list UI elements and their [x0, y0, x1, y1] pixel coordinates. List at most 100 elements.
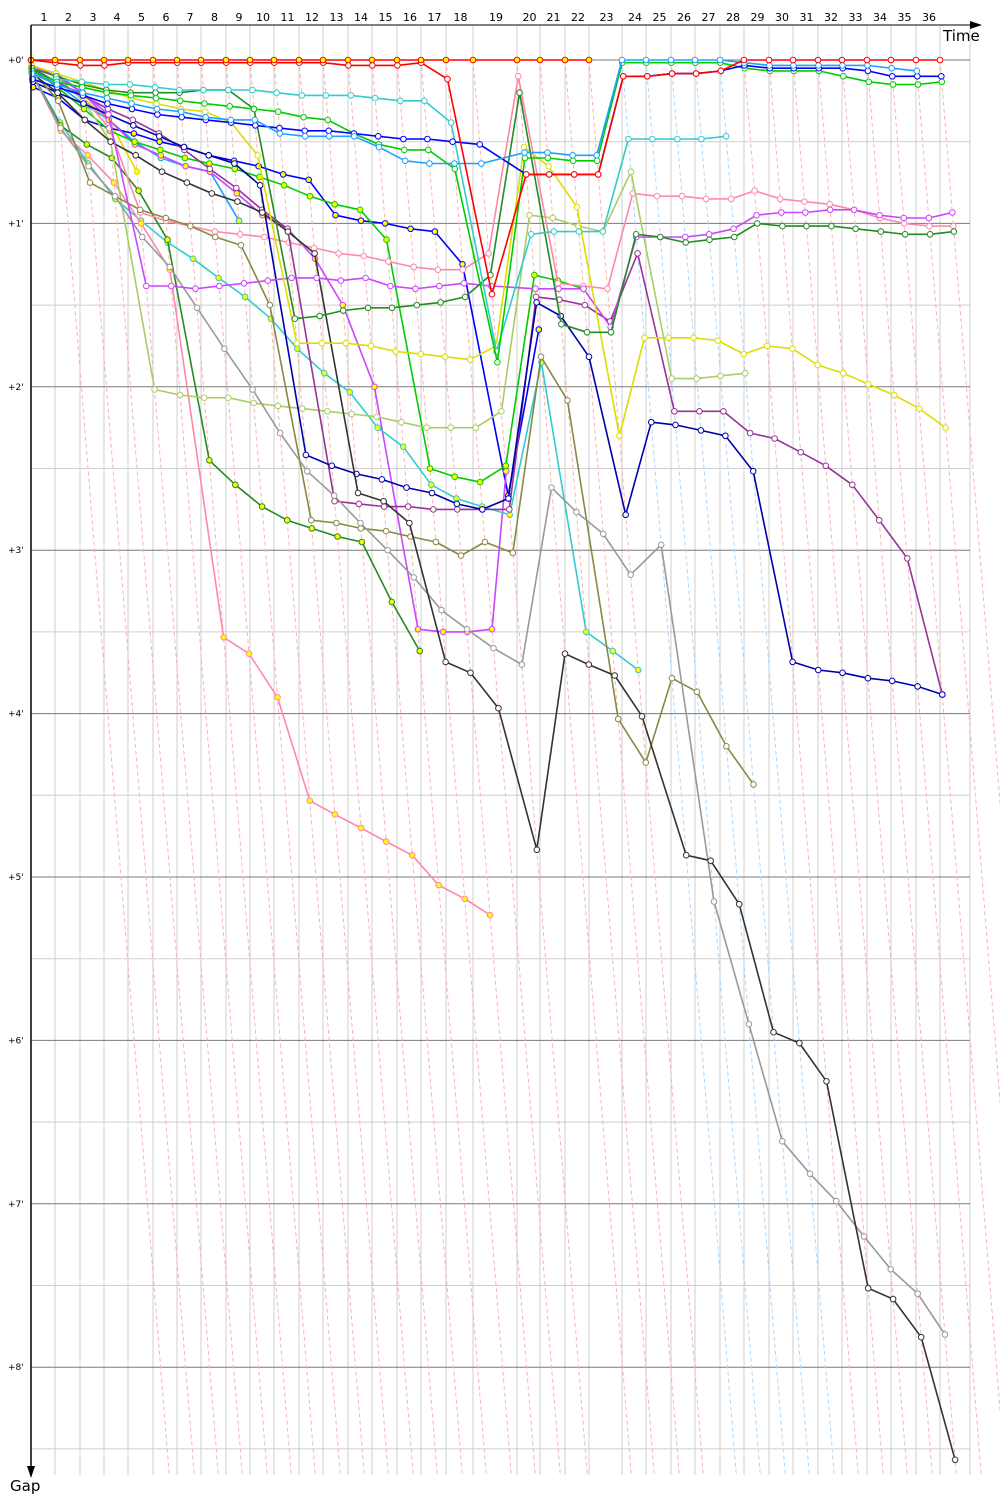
x-tick-label: 34 — [873, 11, 887, 24]
data-point — [864, 67, 872, 75]
data-point — [357, 217, 365, 224]
data-point — [838, 56, 846, 64]
data-point — [451, 473, 459, 481]
data-point — [80, 105, 88, 113]
lap-guide-line — [588, 59, 704, 1476]
data-point — [283, 516, 291, 524]
data-point — [632, 231, 640, 238]
data-point — [444, 75, 451, 83]
data-point — [526, 211, 533, 219]
data-point — [426, 465, 434, 472]
data-point — [569, 157, 577, 165]
data-point — [649, 135, 656, 143]
data-point — [447, 424, 455, 432]
data-point — [337, 277, 345, 284]
data-point — [206, 160, 213, 167]
data-point — [537, 353, 545, 361]
data-point — [126, 81, 134, 88]
data-point — [428, 481, 435, 489]
data-point — [564, 397, 571, 404]
data-point — [439, 628, 447, 636]
data-point — [350, 133, 358, 140]
series-line — [31, 64, 507, 633]
data-point — [132, 152, 139, 159]
data-point — [310, 244, 318, 252]
data-point — [173, 56, 181, 64]
data-point — [249, 86, 256, 94]
data-point — [740, 350, 748, 358]
data-point — [436, 282, 443, 290]
data-point — [840, 369, 847, 377]
data-point — [371, 94, 379, 102]
data-point — [828, 222, 835, 230]
data-point — [506, 511, 514, 519]
data-point — [532, 285, 539, 293]
data-point — [103, 89, 110, 96]
data-point — [385, 258, 392, 265]
data-point — [463, 625, 471, 633]
lap-guide-line — [516, 59, 632, 1476]
data-point — [693, 688, 701, 696]
data-point — [334, 533, 341, 540]
data-point — [722, 133, 730, 140]
data-point — [421, 97, 428, 105]
data-point — [250, 105, 258, 113]
lap-guide-line — [564, 59, 680, 1476]
data-point — [399, 443, 407, 451]
data-point — [342, 339, 350, 347]
data-point — [505, 495, 512, 502]
data-point — [261, 233, 268, 241]
data-point — [279, 171, 287, 178]
data-point — [815, 62, 822, 69]
data-point — [225, 394, 232, 402]
data-point — [110, 179, 118, 186]
data-point — [168, 282, 175, 290]
data-point — [671, 408, 678, 415]
data-point — [344, 56, 352, 64]
data-point — [240, 280, 248, 287]
data-point — [236, 231, 244, 238]
data-point — [641, 334, 648, 342]
data-point — [648, 418, 655, 426]
data-point — [618, 56, 626, 64]
y-tick-label: +2' — [8, 383, 24, 393]
data-point — [222, 56, 230, 64]
data-point — [401, 157, 409, 165]
data-point — [749, 467, 757, 475]
data-point — [246, 56, 254, 64]
data-point — [302, 451, 310, 459]
data-point — [380, 497, 387, 505]
data-point — [790, 62, 797, 69]
data-point — [356, 206, 364, 214]
data-point — [235, 217, 243, 224]
data-point — [864, 674, 872, 682]
data-point — [657, 233, 664, 241]
data-point — [549, 214, 557, 222]
data-point — [328, 462, 336, 470]
data-point — [254, 152, 262, 159]
data-point — [461, 293, 469, 301]
lap-guide-line — [768, 59, 884, 1476]
data-point — [136, 206, 144, 214]
data-point — [555, 285, 562, 293]
data-point — [840, 73, 847, 80]
data-point — [469, 56, 477, 64]
data-point — [251, 116, 259, 124]
data-point — [900, 220, 908, 227]
data-point — [544, 149, 551, 156]
data-point — [284, 228, 292, 235]
series-10 — [28, 70, 949, 1338]
x-tick-label: 2 — [65, 11, 72, 24]
data-point — [642, 759, 650, 766]
data-point — [717, 67, 725, 75]
data-point — [331, 811, 339, 818]
data-point — [876, 211, 883, 219]
data-point — [335, 250, 342, 257]
x-tick-label: 8 — [211, 11, 218, 24]
lap-guide-line — [694, 59, 810, 1476]
data-point — [901, 231, 909, 238]
x-tick-label: 5 — [138, 11, 145, 24]
data-point — [594, 171, 602, 178]
data-point — [925, 214, 933, 222]
data-point — [696, 408, 703, 415]
